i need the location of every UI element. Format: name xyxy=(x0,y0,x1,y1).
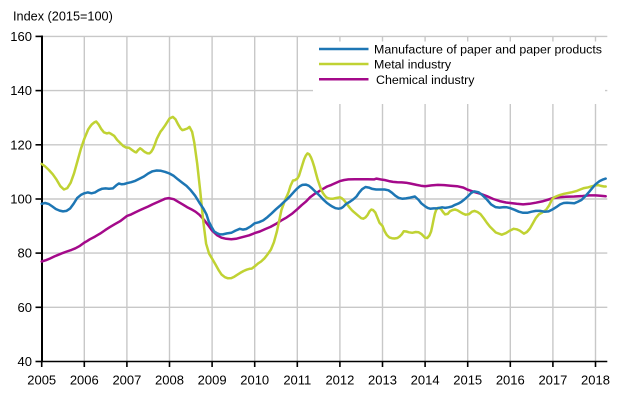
svg-text:2009: 2009 xyxy=(198,372,227,387)
svg-text:100: 100 xyxy=(10,192,32,207)
svg-text:2010: 2010 xyxy=(240,372,269,387)
svg-text:60: 60 xyxy=(18,300,32,315)
svg-text:Manufacture of paper and paper: Manufacture of paper and paper products xyxy=(374,43,602,57)
svg-text:2012: 2012 xyxy=(325,372,354,387)
svg-text:Metal industry: Metal industry xyxy=(374,58,452,72)
svg-text:2007: 2007 xyxy=(112,372,141,387)
svg-text:Chemical industry: Chemical industry xyxy=(376,73,475,87)
svg-text:2018: 2018 xyxy=(581,372,610,387)
svg-text:2017: 2017 xyxy=(538,372,567,387)
svg-text:2013: 2013 xyxy=(368,372,397,387)
svg-text:2008: 2008 xyxy=(155,372,184,387)
svg-text:40: 40 xyxy=(18,354,32,369)
svg-text:2005: 2005 xyxy=(27,372,56,387)
svg-text:2006: 2006 xyxy=(70,372,99,387)
svg-text:140: 140 xyxy=(10,83,32,98)
svg-text:2015: 2015 xyxy=(453,372,482,387)
svg-text:160: 160 xyxy=(10,29,32,44)
svg-text:2014: 2014 xyxy=(411,372,440,387)
svg-text:120: 120 xyxy=(10,137,32,152)
svg-text:2011: 2011 xyxy=(283,372,311,387)
svg-text:2016: 2016 xyxy=(496,372,525,387)
svg-text:80: 80 xyxy=(18,246,32,261)
svg-text:Index (2015=100): Index (2015=100) xyxy=(13,9,113,23)
